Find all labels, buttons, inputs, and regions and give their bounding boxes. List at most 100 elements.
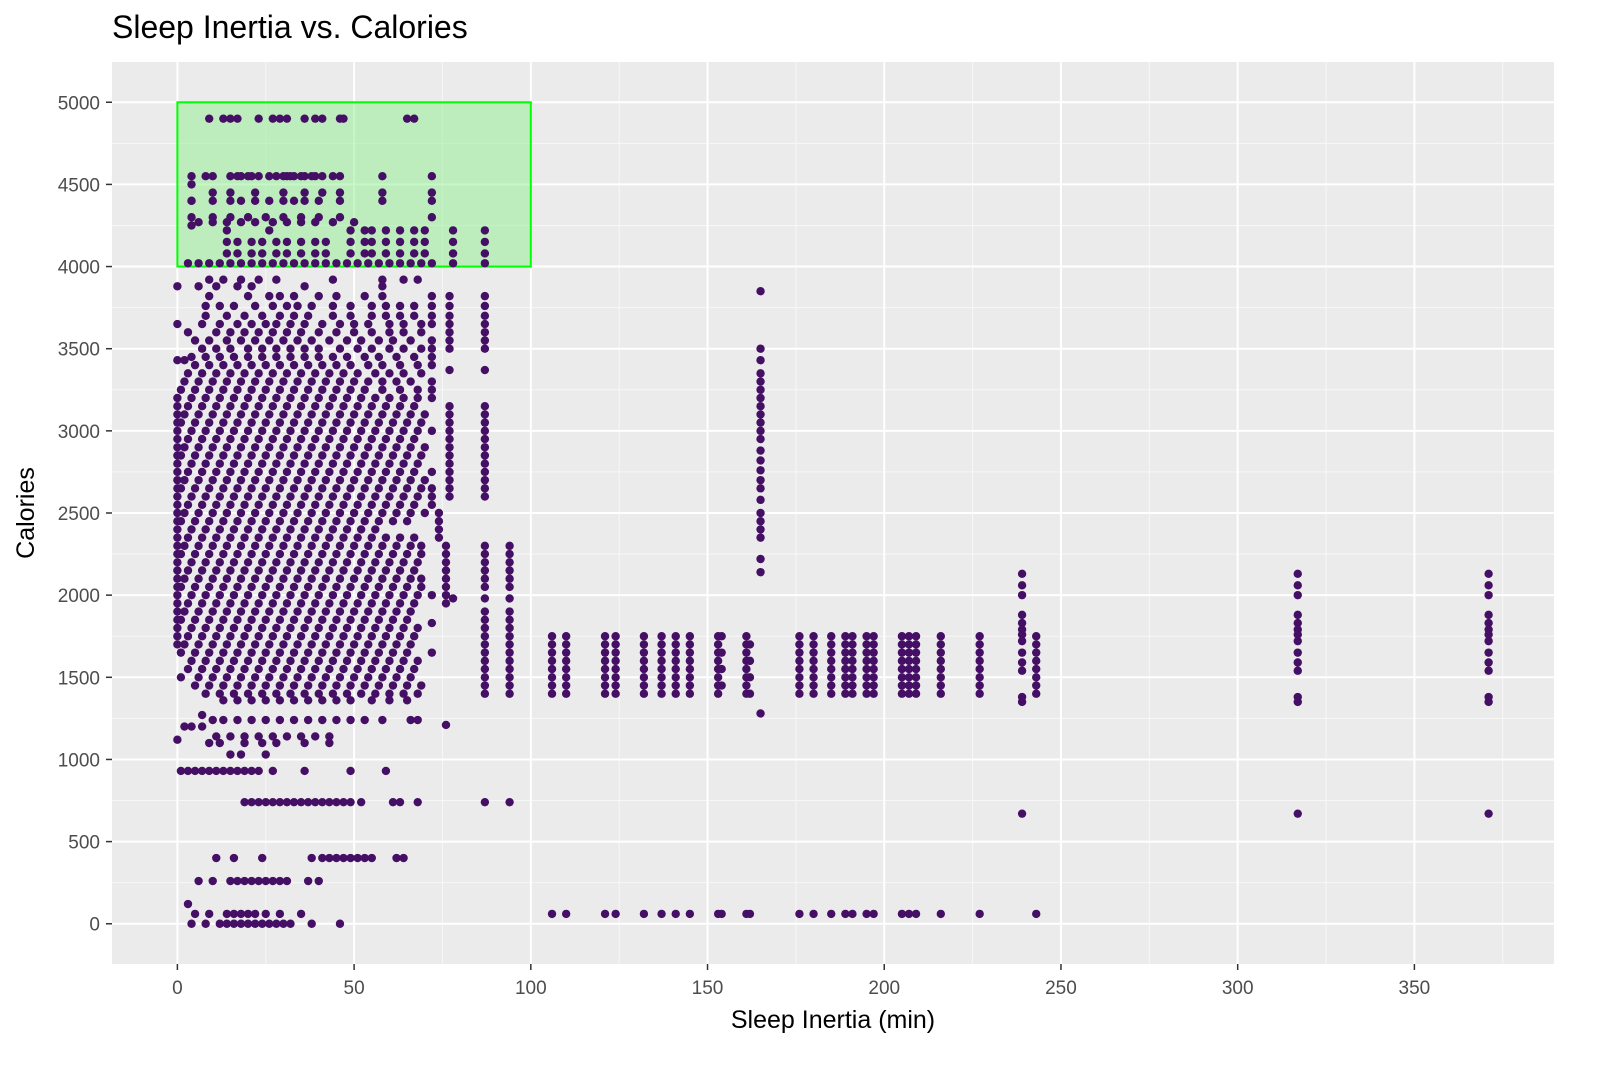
data-point [208, 443, 217, 452]
data-point [268, 664, 278, 674]
data-point [420, 410, 429, 419]
data-point [795, 640, 804, 649]
data-point [212, 369, 221, 378]
data-point [197, 500, 207, 509]
data-point [349, 319, 359, 329]
data-point [841, 681, 850, 690]
data-point [339, 566, 348, 575]
data-point [219, 275, 228, 284]
y-tick-label: 1000 [58, 750, 100, 771]
data-point [600, 673, 610, 682]
data-point [226, 664, 235, 674]
data-point [936, 664, 945, 674]
data-point [258, 525, 267, 534]
data-point [311, 467, 320, 477]
data-point [561, 640, 571, 649]
data-point [282, 434, 292, 444]
data-point [240, 632, 249, 641]
data-point [296, 664, 306, 674]
data-point [378, 673, 387, 682]
data-point [325, 533, 334, 542]
data-point [547, 681, 557, 690]
data-point [296, 533, 306, 542]
data-point [311, 369, 320, 378]
data-point [413, 426, 422, 436]
data-point [229, 689, 239, 698]
data-point [1293, 581, 1302, 590]
data-point [303, 484, 313, 493]
data-point [282, 237, 292, 247]
data-point [325, 369, 334, 378]
data-point [406, 475, 415, 485]
data-point [378, 475, 387, 485]
data-point [289, 311, 299, 321]
data-point [180, 377, 189, 386]
data-point [215, 738, 224, 748]
data-point [420, 237, 429, 247]
data-point [371, 492, 380, 501]
data-point [311, 114, 320, 123]
data-point [243, 919, 253, 928]
data-point [378, 196, 387, 206]
data-point [247, 615, 256, 624]
data-point [360, 484, 369, 493]
data-point [247, 385, 256, 394]
data-point [356, 590, 366, 600]
data-point [639, 648, 649, 657]
data-point [480, 615, 490, 624]
data-point [745, 656, 755, 666]
data-point [809, 689, 818, 698]
data-point [417, 328, 426, 337]
data-point [204, 766, 214, 776]
data-point [756, 402, 765, 411]
data-point [339, 664, 348, 674]
data-point [795, 648, 804, 657]
data-point [413, 558, 422, 567]
data-point [190, 484, 200, 493]
data-point [258, 237, 267, 247]
data-point [282, 301, 292, 311]
data-point [413, 393, 422, 403]
data-point [187, 492, 196, 501]
data-point [233, 319, 242, 329]
data-point [505, 594, 514, 603]
data-point [311, 632, 320, 641]
data-point [314, 393, 323, 403]
data-point [311, 237, 320, 247]
data-point [671, 673, 680, 682]
data-point [1484, 809, 1493, 818]
data-point [600, 656, 610, 666]
data-point [392, 853, 401, 863]
data-point [250, 196, 260, 206]
data-point [364, 443, 373, 452]
data-point [321, 508, 331, 518]
data-point [289, 385, 299, 394]
data-point [272, 689, 281, 698]
data-point [480, 434, 490, 444]
data-point [208, 196, 217, 206]
data-point [657, 648, 666, 657]
data-point [240, 402, 249, 411]
data-point [827, 681, 836, 690]
data-point [293, 475, 302, 485]
data-point [441, 599, 451, 608]
data-point [841, 648, 850, 657]
data-point [254, 275, 263, 284]
data-point [176, 451, 186, 460]
data-point [233, 484, 242, 493]
data-point [388, 517, 398, 526]
data-point [173, 525, 182, 534]
data-point [180, 607, 189, 616]
data-point [1293, 618, 1302, 628]
data-point [480, 291, 490, 301]
data-point [215, 623, 224, 633]
data-point [303, 797, 313, 807]
data-point [1017, 697, 1027, 707]
data-point [381, 632, 391, 641]
data-point [250, 574, 260, 583]
data-point [353, 533, 362, 542]
data-point [300, 590, 309, 600]
data-point [261, 484, 270, 493]
data-point [841, 640, 850, 649]
data-point [392, 443, 401, 452]
